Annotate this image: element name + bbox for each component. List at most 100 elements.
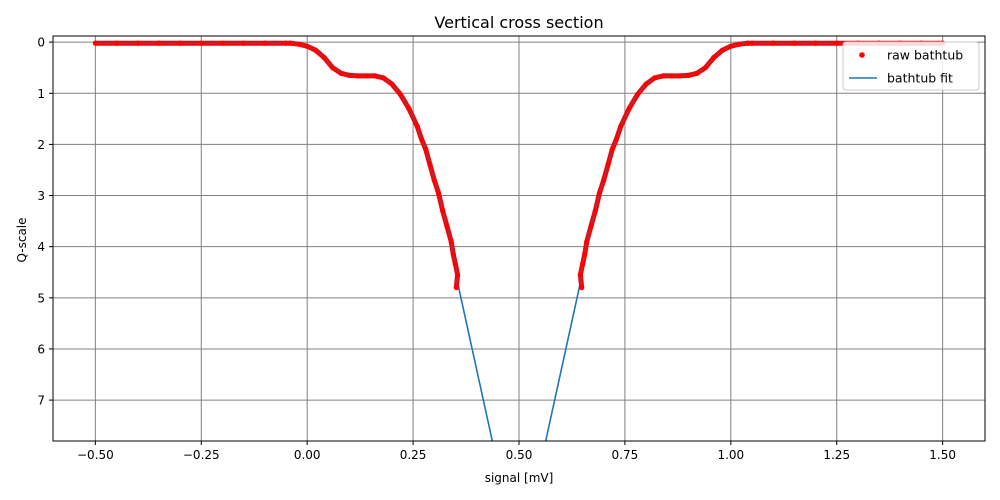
raw-point <box>135 40 141 46</box>
raw-point <box>592 208 598 214</box>
raw-point <box>791 40 797 46</box>
raw-point <box>711 54 717 61</box>
raw-point <box>651 75 658 81</box>
raw-point <box>156 40 162 46</box>
raw-point <box>588 223 594 229</box>
raw-trace-left <box>92 40 461 291</box>
fit-overlay-left <box>95 42 459 288</box>
raw-point <box>728 43 734 49</box>
raw-point <box>626 106 632 112</box>
raw-point <box>605 162 611 168</box>
x-tick-label: 0.50 <box>506 448 533 462</box>
raw-point <box>283 40 289 46</box>
raw-point <box>452 261 459 268</box>
raw-point <box>330 65 336 71</box>
y-tick-label: 5 <box>37 291 45 305</box>
raw-point <box>812 40 819 46</box>
raw-point <box>643 81 649 87</box>
raw-point <box>613 136 620 142</box>
raw-point <box>423 146 429 153</box>
raw-point <box>685 72 692 78</box>
raw-point <box>380 75 387 81</box>
raw-point <box>444 223 450 229</box>
x-tick-label: 0.75 <box>612 448 639 462</box>
raw-point <box>745 40 751 46</box>
y-tick-label: 2 <box>37 138 45 152</box>
chart-title: Vertical cross section <box>434 13 603 32</box>
raw-point <box>582 251 588 257</box>
raw-point <box>719 47 725 53</box>
fit-line-segment <box>456 282 494 442</box>
raw-point <box>262 40 268 46</box>
raw-point <box>440 208 446 214</box>
raw-point <box>389 81 395 87</box>
raw-point <box>92 40 98 46</box>
raw-point <box>296 41 302 47</box>
raw-point <box>435 190 442 196</box>
y-tick-label: 6 <box>37 342 45 356</box>
raw-point <box>749 40 755 46</box>
raw-point <box>694 70 700 76</box>
raw-point <box>579 284 585 291</box>
raw-point <box>454 272 461 278</box>
grid <box>53 36 985 441</box>
raw-point <box>313 47 319 53</box>
raw-point <box>346 72 353 78</box>
fit-line-segment <box>544 282 582 442</box>
y-tick-label: 1 <box>37 87 45 101</box>
y-tick-label: 4 <box>37 240 45 254</box>
raw-point <box>736 41 742 47</box>
x-tick-label: −0.50 <box>77 448 114 462</box>
raw-point <box>770 40 776 46</box>
raw-point <box>304 43 310 49</box>
raw-point <box>584 238 590 245</box>
fit-series <box>456 282 582 442</box>
raw-point <box>677 73 683 79</box>
raw-point <box>372 73 378 79</box>
raw-point <box>113 40 120 46</box>
legend-label-raw: raw bathtub <box>887 48 963 63</box>
y-tick-label: 0 <box>37 36 45 50</box>
x-axis: −0.50 −0.25 0.00 0.25 0.50 0.75 1.00 1.25 1.50 <box>77 441 956 462</box>
raw-point <box>397 91 403 97</box>
y-tick-label: 3 <box>37 189 45 203</box>
raw-point <box>596 190 603 196</box>
raw-point <box>577 272 584 278</box>
raw-point <box>418 136 425 142</box>
y-tick-label: 7 <box>37 394 45 408</box>
raw-point <box>601 177 607 183</box>
raw-point <box>579 261 586 268</box>
raw-point <box>834 40 840 46</box>
y-axis-label: Q-scale <box>15 217 29 262</box>
legend-marker-raw <box>859 52 865 58</box>
raw-point <box>241 40 247 46</box>
x-tick-label: −0.25 <box>183 448 220 462</box>
raw-point <box>287 40 293 46</box>
raw-point <box>450 251 456 257</box>
fit-overlay-right <box>579 42 943 288</box>
raw-point <box>448 238 454 245</box>
x-tick-label: 1.00 <box>717 448 744 462</box>
raw-point <box>618 123 624 130</box>
raw-point <box>198 40 204 46</box>
raw-point <box>431 177 437 183</box>
legend-label-fit: bathtub fit <box>887 71 953 86</box>
raw-point <box>406 106 412 112</box>
raw-point <box>660 73 666 79</box>
raw-point <box>414 123 420 130</box>
raw-point <box>668 73 675 79</box>
x-tick-label: 1.50 <box>929 448 956 462</box>
raw-point <box>355 73 361 79</box>
x-tick-label: 1.25 <box>823 448 850 462</box>
raw-point <box>609 146 615 153</box>
x-axis-label: signal [mV] <box>485 471 554 485</box>
legend: raw bathtub bathtub fit <box>842 41 980 91</box>
raw-point <box>321 54 327 61</box>
x-tick-label: 0.25 <box>400 448 427 462</box>
y-axis: 0 1 2 3 4 5 6 7 <box>37 36 53 408</box>
raw-point <box>363 73 370 79</box>
raw-point <box>427 162 433 168</box>
raw-point <box>338 70 344 76</box>
